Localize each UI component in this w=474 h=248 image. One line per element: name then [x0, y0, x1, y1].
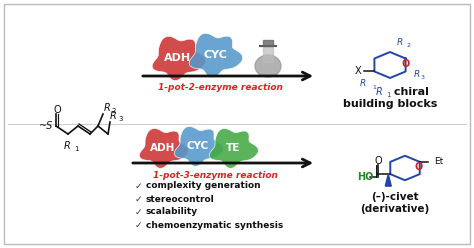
Text: chemoenzymatic synthesis: chemoenzymatic synthesis — [146, 220, 283, 229]
Text: 3: 3 — [420, 75, 425, 80]
Text: ADH: ADH — [150, 143, 176, 153]
Ellipse shape — [255, 55, 281, 77]
Text: building blocks: building blocks — [343, 99, 437, 109]
Text: R: R — [414, 70, 420, 79]
Bar — [263, 40, 273, 46]
Text: 1-pot-3-enzyme reaction: 1-pot-3-enzyme reaction — [153, 171, 277, 180]
Polygon shape — [174, 126, 223, 166]
Text: 1: 1 — [373, 85, 376, 90]
Text: R: R — [375, 87, 382, 97]
Text: 1-pot-2-enzyme reaction: 1-pot-2-enzyme reaction — [157, 84, 283, 93]
Text: complexity generation: complexity generation — [146, 182, 261, 190]
Text: 1: 1 — [386, 92, 391, 98]
Polygon shape — [152, 36, 206, 81]
Text: (–)-civet: (–)-civet — [371, 192, 419, 202]
Text: 2: 2 — [406, 43, 410, 48]
Polygon shape — [139, 128, 188, 168]
Text: O: O — [53, 105, 61, 115]
Text: R: R — [396, 37, 402, 47]
Text: Et: Et — [434, 157, 443, 166]
Text: ~S: ~S — [39, 121, 53, 131]
Text: O: O — [374, 156, 382, 166]
Text: ✓: ✓ — [134, 182, 142, 190]
Text: stereocontrol: stereocontrol — [146, 194, 215, 204]
Polygon shape — [385, 174, 391, 186]
Polygon shape — [209, 128, 258, 168]
Polygon shape — [189, 33, 243, 78]
Text: O: O — [401, 59, 410, 69]
Text: ✓: ✓ — [134, 208, 142, 217]
Text: ADH: ADH — [164, 53, 191, 63]
Text: R: R — [63, 141, 70, 151]
Text: R: R — [110, 111, 117, 121]
Text: O: O — [415, 162, 423, 172]
Text: ✓: ✓ — [134, 220, 142, 229]
Text: CYC: CYC — [203, 50, 227, 60]
Text: chiral: chiral — [390, 87, 429, 97]
Text: ✓: ✓ — [134, 194, 142, 204]
Text: 2: 2 — [112, 108, 117, 114]
Text: R: R — [360, 79, 366, 88]
Text: 1: 1 — [74, 146, 79, 152]
Text: CYC: CYC — [187, 141, 209, 151]
Text: R: R — [104, 103, 111, 113]
Text: X: X — [355, 66, 362, 76]
Text: (derivative): (derivative) — [360, 204, 429, 214]
Text: 3: 3 — [118, 116, 122, 122]
Text: TE: TE — [226, 143, 240, 153]
Text: scalability: scalability — [146, 208, 198, 217]
FancyBboxPatch shape — [4, 4, 470, 244]
Text: HO: HO — [357, 172, 374, 182]
Bar — [263, 46, 273, 62]
